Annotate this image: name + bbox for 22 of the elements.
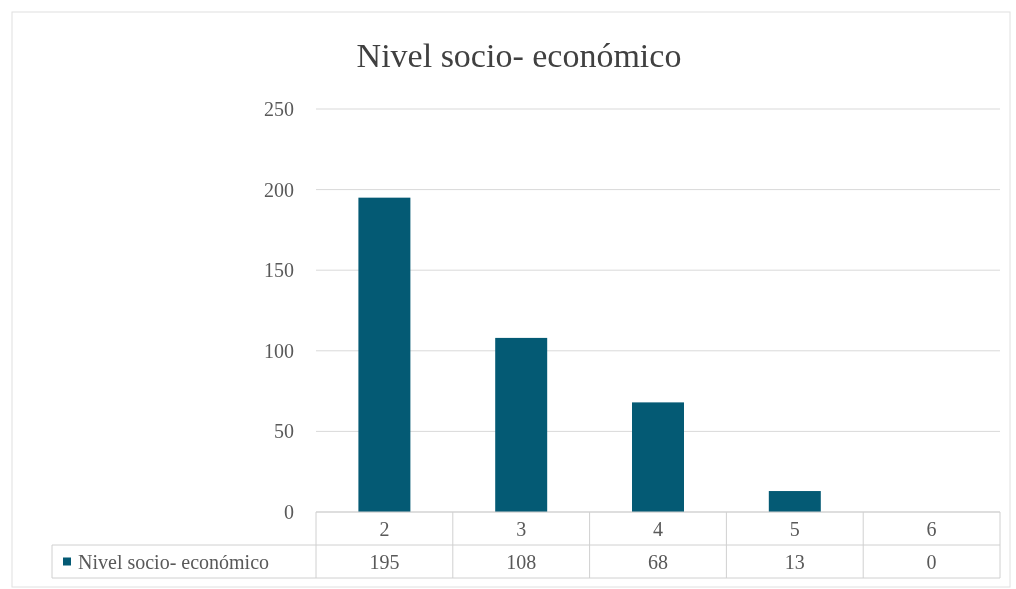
- x-tick-label: 5: [789, 517, 800, 540]
- bar: [632, 402, 684, 512]
- x-tick-label: 4: [653, 517, 663, 540]
- data-label: 13: [784, 550, 805, 573]
- legend-label: Nivel socio- económico: [78, 550, 270, 573]
- data-label: 108: [506, 550, 537, 573]
- data-label: 68: [648, 550, 668, 573]
- data-label: 0: [926, 550, 937, 573]
- chart-title: Nivel socio- económico: [356, 37, 682, 74]
- bar: [495, 337, 548, 512]
- y-tick-label: 150: [264, 259, 294, 282]
- x-tick-label: 6: [926, 517, 937, 540]
- y-tick-label: 100: [264, 339, 294, 362]
- x-tick-label: 2: [379, 517, 390, 540]
- y-tick-label: 50: [274, 420, 294, 443]
- y-tick-label: 0: [284, 501, 294, 523]
- bar: [768, 491, 821, 512]
- y-tick-label: 250: [264, 98, 294, 120]
- data-label: 195: [369, 550, 400, 573]
- x-tick-label: 3: [516, 517, 527, 540]
- bar: [358, 197, 411, 512]
- y-tick-label: 200: [264, 178, 294, 201]
